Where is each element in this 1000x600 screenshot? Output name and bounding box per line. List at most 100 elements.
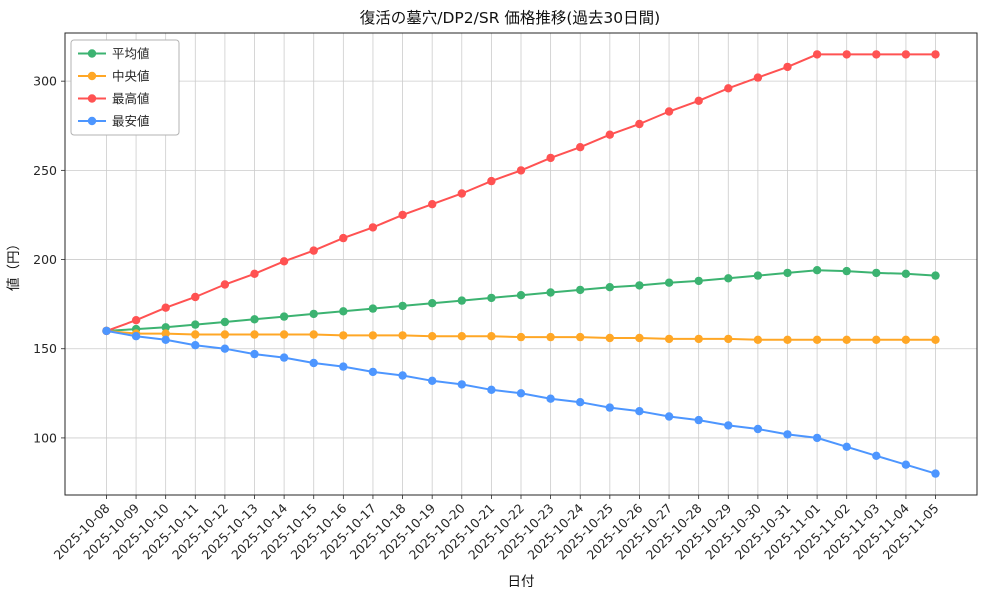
data-point-min (931, 469, 940, 478)
data-point-average (339, 307, 348, 316)
data-point-median (309, 330, 318, 339)
data-point-average (516, 291, 526, 300)
data-point-median (724, 334, 733, 344)
data-point-median (191, 330, 200, 339)
data-point-min (191, 341, 200, 350)
data-point-min (783, 430, 792, 439)
data-point-average (161, 323, 170, 332)
data-point-max (487, 176, 496, 186)
legend-item-median: 中央値 (78, 69, 150, 84)
y-tick-label: 250 (33, 163, 57, 178)
legend-marker (87, 71, 97, 81)
data-point-max (309, 246, 318, 255)
data-point-median (753, 335, 763, 344)
data-point-median (279, 330, 289, 339)
data-point-min (339, 362, 348, 371)
data-point-max (576, 143, 585, 152)
data-point-max (368, 223, 378, 232)
data-point-average (457, 296, 466, 305)
data-point-max (131, 316, 141, 325)
data-point-average (398, 301, 407, 311)
data-point-median (546, 332, 555, 342)
data-point-max (635, 119, 644, 129)
data-point-max (931, 50, 940, 59)
data-point-average (635, 281, 644, 290)
data-point-max (783, 62, 792, 72)
data-point-average (368, 304, 378, 313)
data-point-max (250, 269, 259, 278)
legend-box (70, 39, 180, 136)
data-point-median (487, 332, 496, 341)
data-point-median (931, 335, 940, 344)
data-point-average (931, 271, 940, 280)
data-point-min (812, 433, 822, 443)
data-point-min (368, 367, 378, 377)
data-point-max (516, 166, 526, 175)
data-point-min (546, 394, 555, 403)
data-point-max (605, 130, 614, 139)
data-point-median (398, 331, 407, 340)
data-point-min (842, 442, 851, 451)
data-point-average (901, 269, 911, 278)
data-point-average (487, 293, 496, 303)
data-point-average (812, 266, 822, 275)
data-point-min (131, 332, 141, 341)
data-point-median (635, 333, 644, 343)
series-layer (102, 50, 940, 478)
data-point-max (220, 280, 230, 289)
data-point-median (250, 330, 259, 339)
data-point-average (842, 266, 851, 276)
data-point-min (516, 389, 526, 398)
data-point-median (872, 335, 881, 344)
y-axis-label: 値（円） (6, 237, 22, 291)
data-point-min (398, 371, 407, 380)
data-point-max (753, 73, 763, 82)
y-tick-label: 300 (33, 74, 57, 89)
data-point-max (279, 257, 289, 266)
data-point-average (546, 288, 555, 297)
legend-marker (87, 116, 97, 126)
data-point-max (724, 84, 733, 93)
data-point-median (576, 332, 585, 342)
data-point-average (220, 317, 230, 327)
data-point-median (664, 334, 674, 344)
data-point-median (842, 335, 851, 344)
y-tick-label: 200 (33, 252, 57, 267)
data-point-min (872, 451, 881, 460)
data-point-median (901, 335, 911, 344)
data-point-min (457, 380, 466, 389)
data-point-min (279, 353, 289, 362)
data-point-median (516, 332, 526, 342)
data-point-median (428, 332, 437, 341)
data-point-min (102, 326, 111, 336)
data-point-average (191, 320, 200, 329)
data-point-average (664, 278, 674, 287)
data-point-min (576, 398, 585, 407)
legend-marker (87, 49, 97, 58)
data-point-max (694, 96, 703, 106)
data-point-min (664, 412, 674, 421)
data-point-average (428, 299, 437, 308)
data-point-average (694, 276, 703, 286)
legend-item-min: 最安値 (78, 114, 150, 129)
data-point-average (753, 271, 763, 280)
legend-label: 最高値 (112, 91, 150, 106)
data-point-average (783, 268, 792, 278)
data-point-average (605, 283, 614, 292)
data-point-median (220, 330, 230, 339)
data-point-median (605, 333, 614, 343)
data-point-median (783, 335, 792, 344)
y-tick-label: 150 (33, 341, 57, 356)
data-point-max (398, 210, 407, 220)
data-point-average (872, 268, 881, 278)
legend-item-max: 最高値 (78, 91, 150, 106)
data-point-min (724, 421, 733, 430)
data-point-min (487, 385, 496, 394)
data-point-max (812, 50, 822, 59)
data-point-max (191, 292, 200, 302)
data-point-average (309, 309, 318, 319)
data-point-min (753, 424, 763, 434)
data-point-max (546, 153, 555, 163)
